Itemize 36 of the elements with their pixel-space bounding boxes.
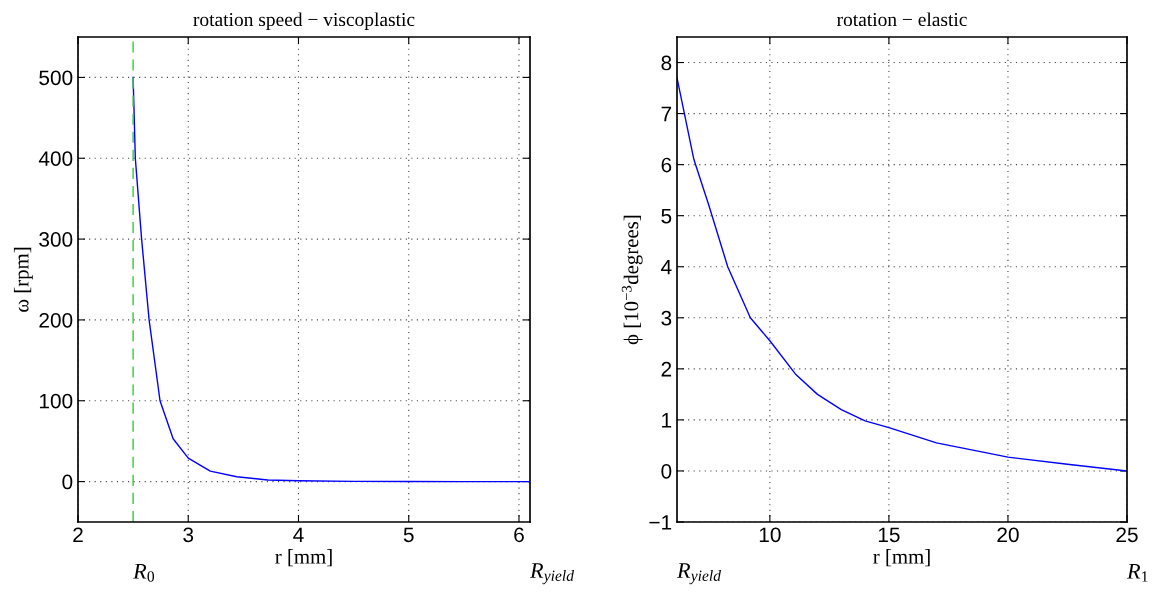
y-tick-label: 100	[39, 393, 73, 409]
x-tick-label: 4	[293, 527, 304, 542]
x-tick-label: 10	[759, 527, 781, 543]
y-tick-label: 1	[662, 413, 672, 428]
ref-line-label: R$_{0}$	[133, 563, 155, 582]
y-tick-label: 4	[661, 259, 672, 275]
y-tick-label: 200	[39, 312, 73, 328]
text: R$_{yield}$	[529, 563, 575, 585]
x-axis-title: r [mm]	[275, 549, 332, 567]
y-tick-label: 2	[661, 361, 672, 377]
text: R$_{yield}$	[676, 563, 722, 585]
y-tick-label: 300	[39, 232, 73, 247]
chart-title: rotation − elastic	[836, 12, 967, 27]
y-tick-label: 6	[661, 157, 672, 173]
x-tick-label: 3	[183, 527, 194, 543]
line-series	[132, 76, 530, 483]
text: R$_{1}$	[1126, 563, 1148, 582]
x-tick-label: 25	[1116, 527, 1138, 543]
y-tick-label: 7	[661, 106, 672, 122]
x-tick-label: 15	[878, 527, 900, 543]
x-tick-label: 2	[73, 527, 83, 542]
y-tick-label: 3	[661, 310, 672, 326]
x-tick-label: 6	[514, 527, 524, 543]
y-tick-label: −1	[649, 515, 672, 530]
y-axis-title: ω [rpm]	[13, 247, 33, 312]
y-axis-title: ϕ [10$^{−3}$degrees]	[621, 215, 643, 345]
y-tick-label: 400	[38, 151, 73, 166]
x-axis-title: r [mm]	[873, 549, 930, 567]
y-tick-label: 0	[661, 463, 672, 479]
x-tick-label: 5	[403, 527, 414, 543]
x-tick-label: 20	[997, 527, 1019, 543]
y-tick-label: 8	[661, 55, 672, 71]
chart-title: rotation speed − viscoplastic	[193, 12, 415, 31]
y-tick-label: 500	[39, 70, 73, 86]
y-tick-label: 5	[661, 208, 672, 224]
y-tick-label: 0	[62, 474, 73, 490]
